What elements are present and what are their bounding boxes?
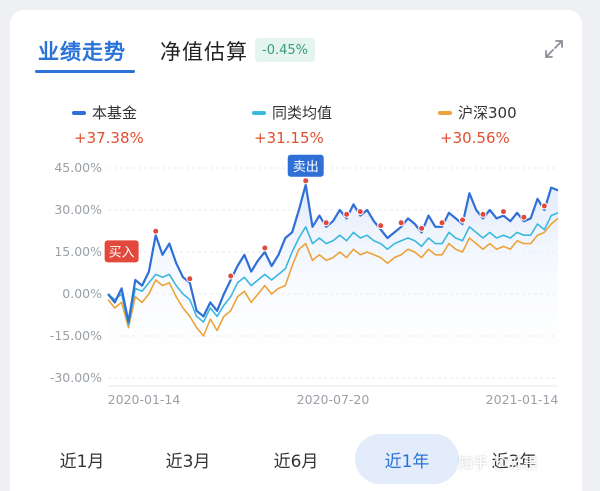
expand-icon[interactable] — [543, 38, 565, 60]
range-selector: 近1月 近3月 近6月 近1年 近3年 — [10, 434, 582, 484]
nav-change-badge: -0.45% — [255, 38, 315, 62]
legend-hs300[interactable]: 沪深300 +30.56% — [438, 102, 517, 147]
y-tick-label: -15.00% — [50, 328, 102, 343]
range-6m[interactable]: 近6月 — [273, 451, 319, 472]
y-tick-label: 30.00% — [54, 202, 102, 217]
category-average-line — [107, 212, 559, 326]
legend-label: 沪深300 — [458, 104, 517, 122]
trade-point — [227, 272, 235, 280]
trade-point — [186, 275, 194, 283]
trade-point — [343, 210, 351, 218]
legend-swatch-fund — [72, 110, 86, 115]
trade-point — [418, 224, 426, 232]
y-tick-label: 45.00% — [54, 160, 102, 175]
performance-chart[interactable]: 45.00% 30.00% 15.00% 0.00% -15.00% -30.00% 202… — [10, 10, 582, 430]
legend-value: +37.38% — [74, 129, 144, 147]
watermark: 知乎 @无畏 — [458, 454, 538, 472]
trade-point — [438, 219, 446, 227]
legend-fund[interactable]: 本基金 +37.38% — [72, 102, 144, 147]
buy-marker: 买入 — [104, 240, 139, 263]
hs300-line — [107, 217, 559, 337]
range-1m[interactable]: 近1月 — [59, 451, 105, 472]
trade-point — [377, 222, 385, 230]
trade-point — [520, 213, 528, 221]
fund-line — [107, 183, 559, 324]
range-3m[interactable]: 近3月 — [165, 451, 211, 472]
tab-nav-estimate[interactable]: 净值估算 — [160, 40, 248, 64]
y-tick-label: 0.00% — [62, 286, 102, 301]
range-1y[interactable]: 近1年 — [355, 434, 459, 484]
trade-point — [459, 216, 467, 224]
sell-marker: 卖出 — [287, 154, 324, 177]
trade-point — [302, 177, 310, 185]
buy-marker-label: 买入 — [109, 245, 135, 260]
legend-category-average[interactable]: 同类均值 +31.15% — [252, 102, 332, 147]
legend-value: +31.15% — [254, 129, 324, 147]
trade-point — [479, 210, 487, 218]
legend-swatch-hs300 — [438, 110, 452, 115]
range-3y[interactable]: 近3年 — [491, 451, 537, 472]
trade-point — [499, 208, 507, 216]
x-tick-label: 2020-01-14 — [108, 392, 181, 407]
legend-swatch-category — [252, 110, 266, 115]
y-tick-label: 15.00% — [54, 244, 102, 259]
trade-point — [356, 208, 364, 216]
sell-marker-label: 卖出 — [293, 160, 319, 175]
trade-point — [152, 227, 160, 235]
trade-point — [397, 219, 405, 227]
trade-point — [261, 244, 269, 252]
legend-label: 同类均值 — [272, 104, 333, 122]
trade-point — [322, 219, 330, 227]
trade-point — [540, 202, 548, 210]
x-tick-label: 2020-07-20 — [297, 392, 370, 407]
performance-card: 业绩走势 净值估算 -0.45% 本基金 +37.38% 同类均值 +31.15… — [10, 10, 582, 491]
y-tick-label: -30.00% — [50, 370, 102, 385]
active-tab-indicator — [35, 70, 135, 73]
tab-performance[interactable]: 业绩走势 — [38, 40, 126, 64]
x-tick-label: 2021-01-14 — [486, 392, 559, 407]
fund-area — [108, 184, 558, 378]
legend-label: 本基金 — [92, 104, 138, 122]
legend-value: +30.56% — [440, 129, 510, 147]
